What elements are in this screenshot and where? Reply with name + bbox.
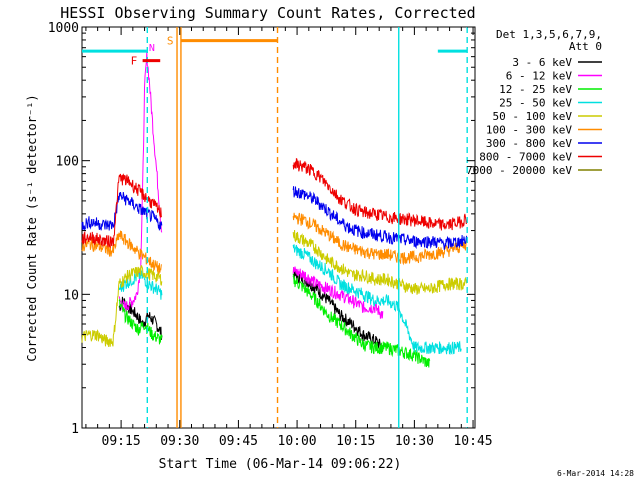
x-axis-label: Start Time (06-Mar-14 09:06:22): [159, 457, 402, 472]
series-line-segment: [292, 186, 468, 250]
series-line-segment: [292, 266, 384, 320]
series-2: [118, 274, 431, 368]
flare-flag-label: F: [131, 55, 138, 68]
marker-group: S FN: [82, 27, 468, 428]
series-group: [81, 50, 468, 368]
series-7: [81, 157, 468, 249]
series-line-segment: [292, 229, 467, 295]
series-line-segment: [118, 298, 163, 345]
series-6: [81, 186, 468, 250]
x-tick-label: 09:30: [160, 434, 199, 449]
series-line-segment: [81, 192, 163, 232]
series-line-segment: [81, 265, 163, 348]
x-tick-label: 09:15: [102, 434, 141, 449]
plot-frame: [81, 26, 476, 429]
x-tick-label: 10:15: [336, 434, 375, 449]
x-tick-label: 09:45: [219, 434, 258, 449]
series-line-segment: [292, 269, 384, 352]
legend-entry-label: 25 - 50 keV: [499, 97, 572, 110]
flare-flag-label: N: [149, 43, 155, 54]
series-line-segment: [292, 212, 468, 266]
series-5: [81, 212, 468, 275]
x-tick-label: 10:30: [395, 434, 434, 449]
y-tick-label: 1: [71, 422, 79, 437]
legend-entry-label: 50 - 100 keV: [493, 110, 573, 123]
series-line-segment: [81, 230, 162, 275]
legend-entry-label: 6 - 12 keV: [506, 70, 573, 83]
legend-entry-label: 12 - 25 keV: [499, 83, 572, 96]
footer-timestamp: 6-Mar-2014 14:28: [557, 469, 634, 478]
y-tick-label: 1000: [48, 21, 79, 36]
chart-title: HESSI Observing Summary Count Rates, Cor…: [60, 4, 475, 22]
legend-entry-label: 100 - 300 keV: [486, 124, 572, 137]
legend-header: Det 1,3,5,6,7,9,: [496, 28, 602, 41]
series-line-segment: [292, 274, 431, 368]
legend-entry-label: 7000 - 20000 keV: [466, 164, 572, 177]
x-tick-label: 10:00: [278, 434, 317, 449]
saa-label: S: [167, 35, 174, 48]
y-tick-label: 100: [56, 155, 79, 170]
y-axis-label: Corrected Count Rate (s⁻¹ detector⁻¹): [25, 94, 39, 361]
x-tick-label: 10:45: [453, 434, 492, 449]
axis-group: 1 10 100 1000 09:15 09:30 09:45 10:00 10:15 10:30…: [48, 21, 493, 449]
plot-frame-rect: [81, 26, 476, 429]
legend-entry-label: 3 - 6 keV: [512, 56, 572, 69]
series-line-segment: [81, 173, 163, 249]
legend-header: Att 0: [569, 40, 602, 53]
y-tick-label: 10: [63, 288, 79, 303]
series-4: [81, 229, 467, 348]
series-line-segment: [292, 244, 462, 356]
legend-entry-label: 300 - 800 keV: [486, 137, 572, 150]
series-line-segment: [292, 157, 468, 231]
legend-entry-label: 800 - 7000 keV: [479, 151, 572, 164]
